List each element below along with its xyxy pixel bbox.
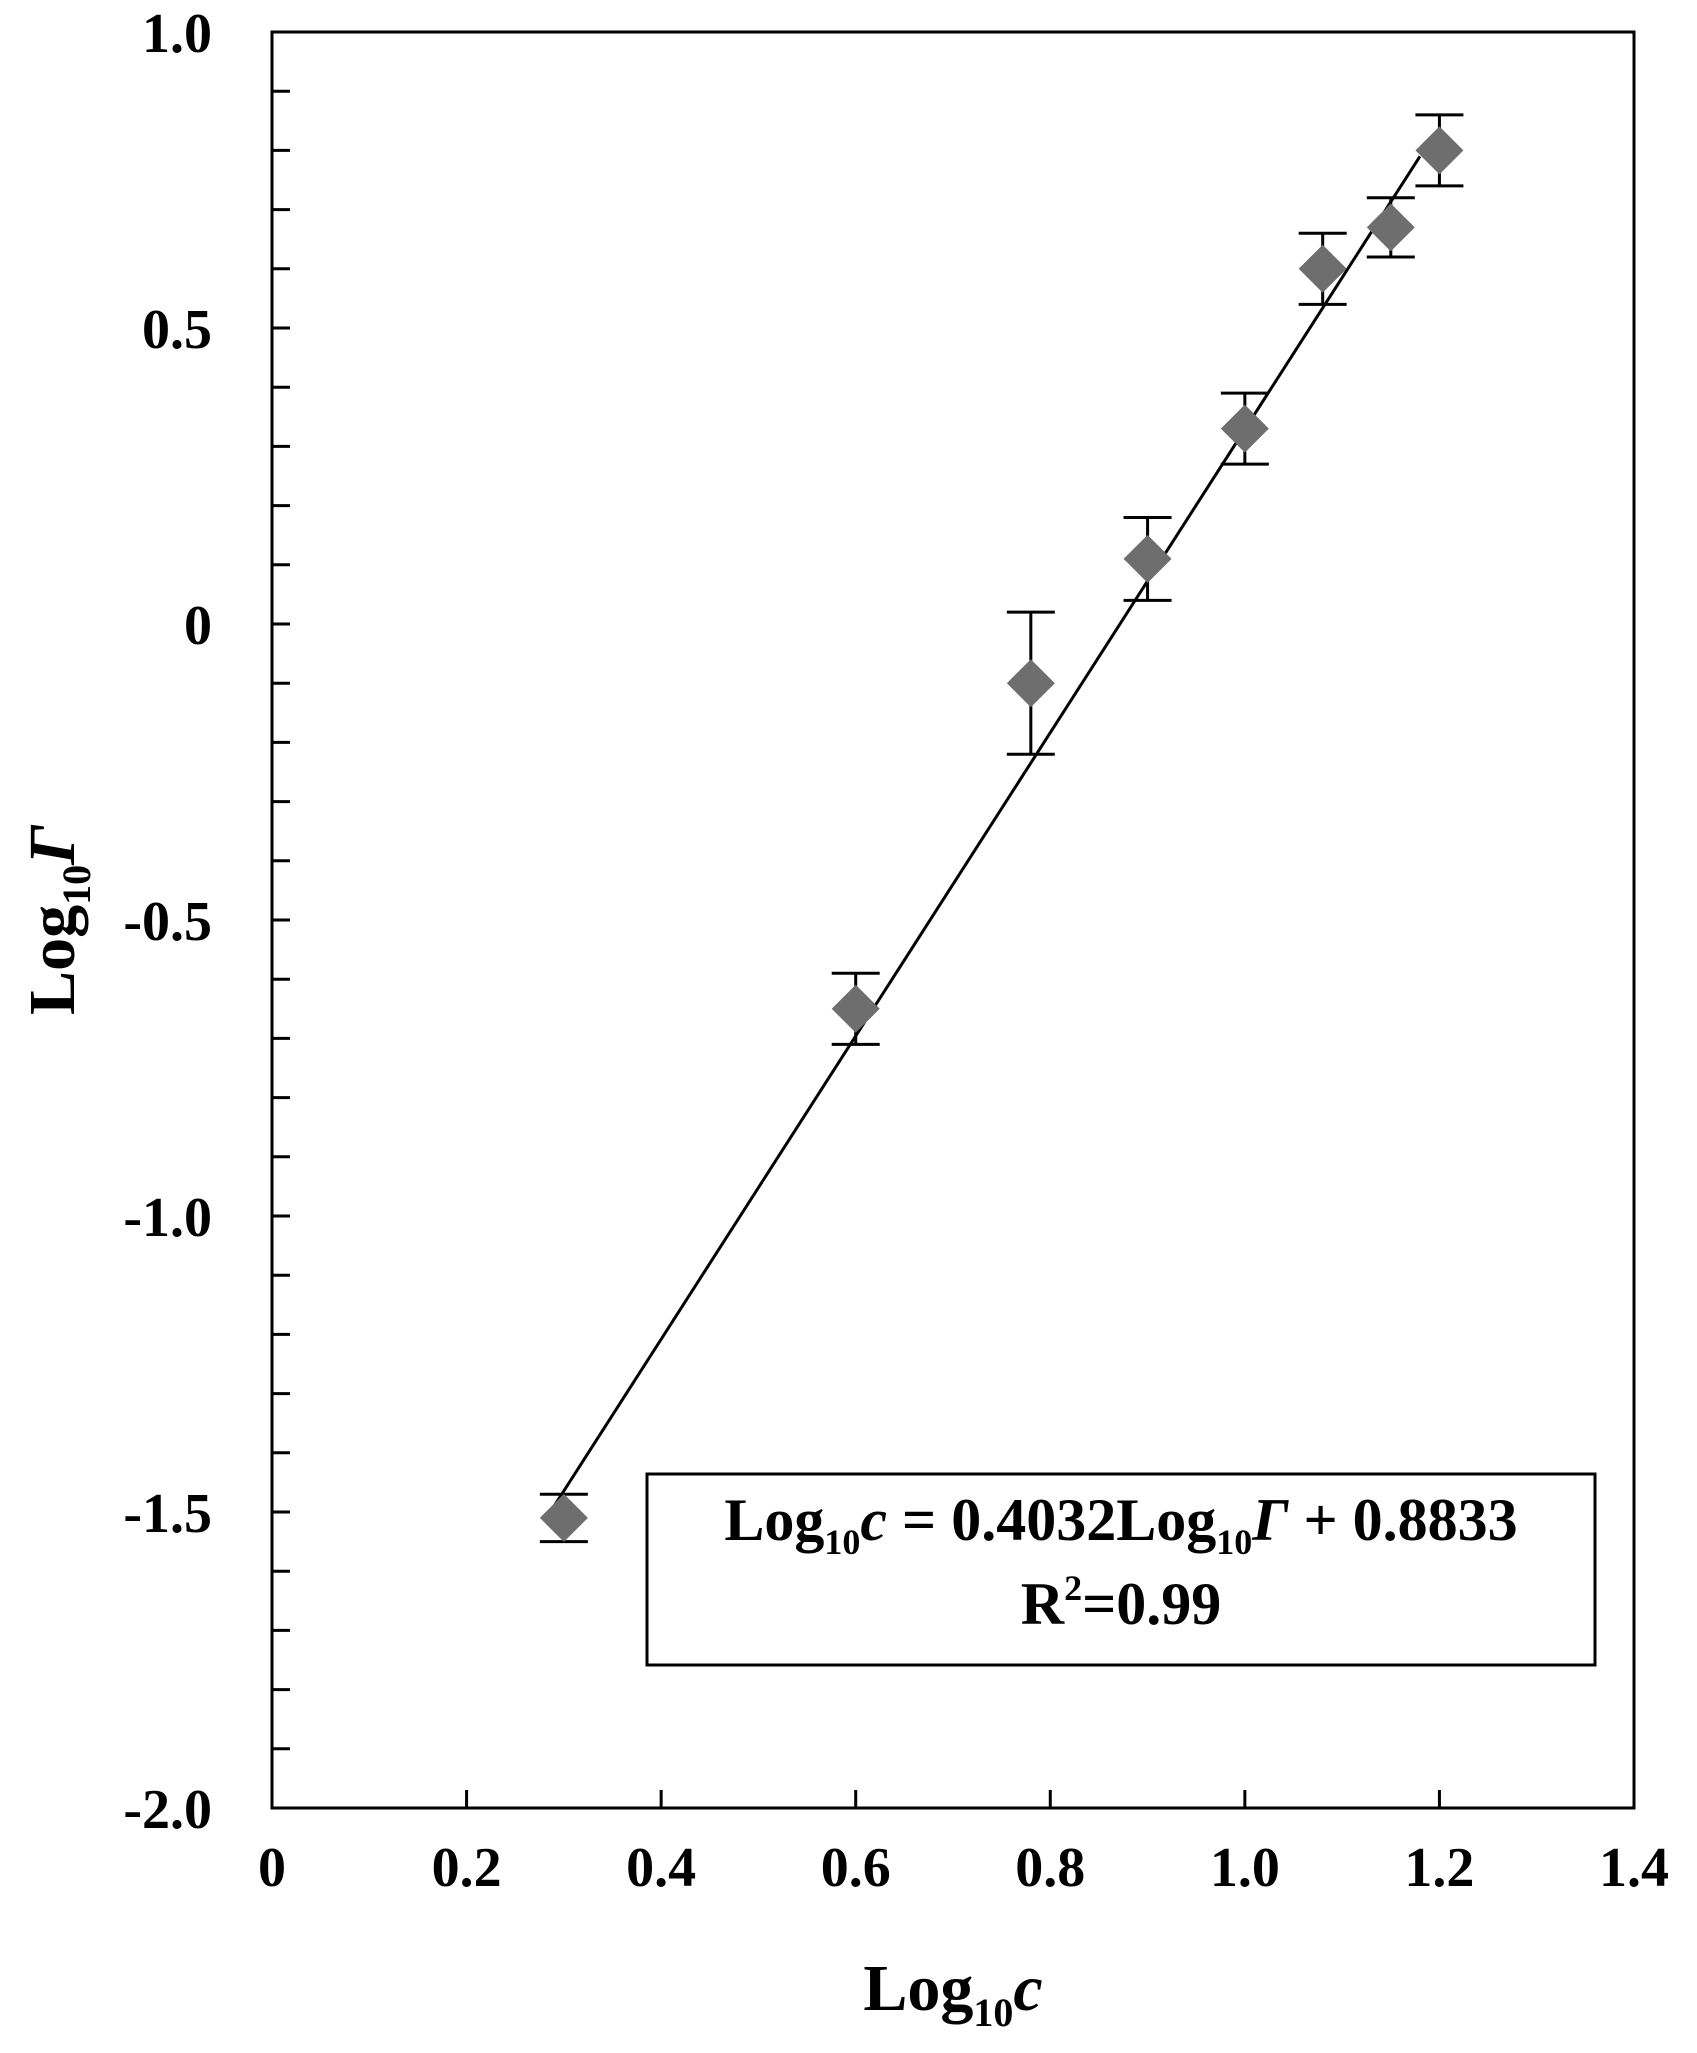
data-point-diamond <box>539 1493 588 1542</box>
equation-mid: = 0.4032Log <box>887 1487 1216 1553</box>
equation-text: Log10c = 0.4032Log10Γ + 0.8833 <box>724 1487 1517 1562</box>
equation-sub-right: 10 <box>1216 1522 1252 1562</box>
data-point-diamond <box>1220 404 1269 453</box>
x-tick-label: 0.2 <box>432 1837 502 1899</box>
x-tick-label: 0.8 <box>1015 1837 1085 1899</box>
x-tick-label: 1.0 <box>1210 1837 1280 1899</box>
equation-var-c: c <box>860 1487 887 1553</box>
x-axis-ticks: 0 0.2 0.4 0.6 0.8 1.0 1.2 1.4 <box>258 1790 1669 1899</box>
data-point-diamond <box>1415 126 1464 175</box>
y-tick-label: 1.0 <box>142 3 212 65</box>
data-point-diamond <box>1123 534 1172 583</box>
y-axis-label-main: Log <box>16 905 89 1015</box>
y-axis-label-var: Γ <box>16 824 89 866</box>
equation-log-left: Log <box>724 1487 824 1553</box>
x-tick-label: 1.4 <box>1599 1837 1669 1899</box>
x-tick-label: 1.2 <box>1404 1837 1474 1899</box>
data-point-diamond <box>1298 244 1347 293</box>
y-tick-label: 0 <box>184 595 212 657</box>
r-squared-value: =0.99 <box>1082 1571 1221 1637</box>
r-squared-r: R <box>1021 1571 1065 1637</box>
equation-sub-left: 10 <box>824 1522 860 1562</box>
y-tick-label: 0.5 <box>142 299 212 361</box>
x-axis-label-main: Log <box>863 1952 973 2025</box>
y-axis-label: Log10Γ <box>16 824 99 1015</box>
x-axis-label-sub: 10 <box>973 1990 1013 2035</box>
y-tick-label: -1.5 <box>123 1483 212 1545</box>
equation-var-gamma: Γ <box>1251 1487 1289 1553</box>
x-axis-label-var: c <box>1013 1952 1042 2025</box>
y-axis-label-group: Log10Γ <box>16 824 99 1015</box>
data-point-diamond <box>831 984 880 1033</box>
data-point-diamond <box>1366 203 1415 252</box>
equation-intercept: + 0.8833 <box>1288 1487 1517 1553</box>
data-points <box>539 126 1464 1542</box>
fit-line-group <box>552 155 1422 1507</box>
y-tick-label: -0.5 <box>123 891 212 953</box>
y-axis-ticks: 1.0 0.5 0 -0.5 -1.0 -1.5 -2.0 <box>123 3 290 1841</box>
x-tick-label: 0.4 <box>626 1837 696 1899</box>
y-axis-label-sub: 10 <box>54 865 99 905</box>
y-tick-label: -2.0 <box>123 1779 212 1841</box>
fit-line <box>552 155 1422 1507</box>
x-axis-label: Log10c <box>863 1952 1042 2035</box>
data-point-diamond <box>1006 659 1055 708</box>
error-bars <box>539 113 1464 1544</box>
x-tick-label: 0 <box>258 1837 286 1899</box>
r-squared-text: R2=0.99 <box>1021 1568 1222 1637</box>
r-squared-sup: 2 <box>1064 1568 1082 1608</box>
equation-box <box>645 1472 1597 1667</box>
y-tick-label: -1.0 <box>123 1187 212 1249</box>
x-tick-label: 0.6 <box>821 1837 891 1899</box>
